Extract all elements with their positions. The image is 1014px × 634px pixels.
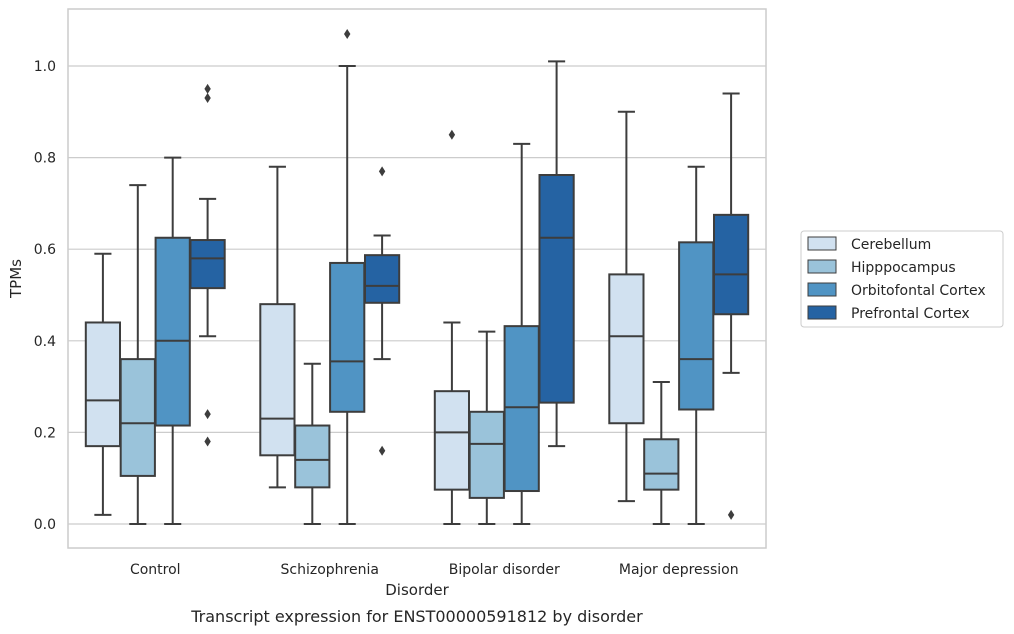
- box-3-0: [189, 83, 226, 447]
- legend-frame: [800, 230, 1004, 328]
- box-3-2: [538, 60, 575, 448]
- box-2-2: [503, 142, 540, 525]
- outlier-point: [378, 445, 386, 456]
- box-body: [259, 303, 296, 457]
- chart-caption: Transcript expression for ENST0000059181…: [190, 607, 643, 626]
- x-axis-ticks: Control Schizophrenia Bipolar disorder Majo…: [130, 562, 739, 578]
- box-0-2: [433, 129, 471, 525]
- x-tick-label: Schizophrenia: [281, 562, 379, 578]
- box-body: [433, 390, 471, 491]
- box-1-0: [119, 184, 156, 525]
- outlier-point: [727, 509, 735, 520]
- box-2-3: [678, 165, 715, 525]
- y-tick-label: 1.0: [34, 59, 56, 75]
- y-tick-label: 0.6: [34, 242, 56, 258]
- y-tick-label: 0.8: [34, 151, 56, 167]
- box-1-2: [468, 330, 505, 525]
- box-body: [189, 239, 226, 290]
- legend-label: Prefrontal Cortex: [851, 306, 970, 322]
- x-tick-label: Control: [130, 562, 181, 578]
- box-0-0: [84, 252, 122, 516]
- box-2-1: [329, 28, 366, 525]
- box-0-3: [608, 110, 645, 503]
- x-tick-label: Major depression: [619, 562, 739, 578]
- outlier-point: [204, 93, 211, 104]
- legend-label: Cerebellum: [851, 237, 931, 253]
- y-axis-title: TPMs: [7, 259, 25, 299]
- box-body: [503, 325, 540, 493]
- box-body: [643, 438, 680, 491]
- box-body: [154, 236, 191, 427]
- legend-swatch: [807, 305, 837, 320]
- box-body: [329, 261, 366, 413]
- legend-swatch: [807, 259, 837, 274]
- legend-label: Orbitofontal Cortex: [851, 283, 986, 299]
- outlier-point: [204, 436, 211, 447]
- box-3-3: [712, 92, 750, 520]
- y-axis-ticks: 0.0 0.2 0.4 0.6 0.8 1.0: [34, 59, 56, 533]
- y-tick-label: 0.4: [34, 334, 56, 350]
- plot-area-frame: [67, 8, 767, 549]
- x-tick-label: Bipolar disorder: [449, 562, 560, 578]
- box-1-1: [294, 362, 331, 525]
- box-body: [119, 358, 156, 477]
- box-body: [678, 241, 715, 411]
- legend-label: Hipppocampus: [851, 260, 956, 276]
- outlier-point: [204, 83, 211, 94]
- box-3-1: [363, 166, 401, 456]
- box-body: [84, 321, 122, 448]
- legend: Cerebellum Hipppocampus Orbitofontal Corte…: [800, 230, 1004, 328]
- y-tick-label: 0.0: [34, 517, 56, 533]
- box-1-3: [643, 381, 680, 525]
- box-body: [712, 213, 750, 316]
- box-body: [538, 174, 575, 404]
- y-tick-label: 0.2: [34, 425, 56, 441]
- x-axis-title: Disorder: [385, 581, 449, 599]
- legend-swatch: [807, 282, 837, 297]
- box-plot-series: [84, 28, 750, 525]
- box-0-1: [259, 165, 296, 489]
- outlier-point: [344, 28, 351, 39]
- legend-swatch: [807, 236, 837, 251]
- outlier-point: [204, 409, 211, 420]
- box-2-0: [154, 156, 191, 525]
- box-body: [608, 273, 645, 425]
- outlier-point: [448, 129, 456, 140]
- box-body: [468, 410, 505, 499]
- box-body: [363, 254, 401, 304]
- outlier-point: [378, 166, 386, 177]
- box-body: [294, 424, 331, 489]
